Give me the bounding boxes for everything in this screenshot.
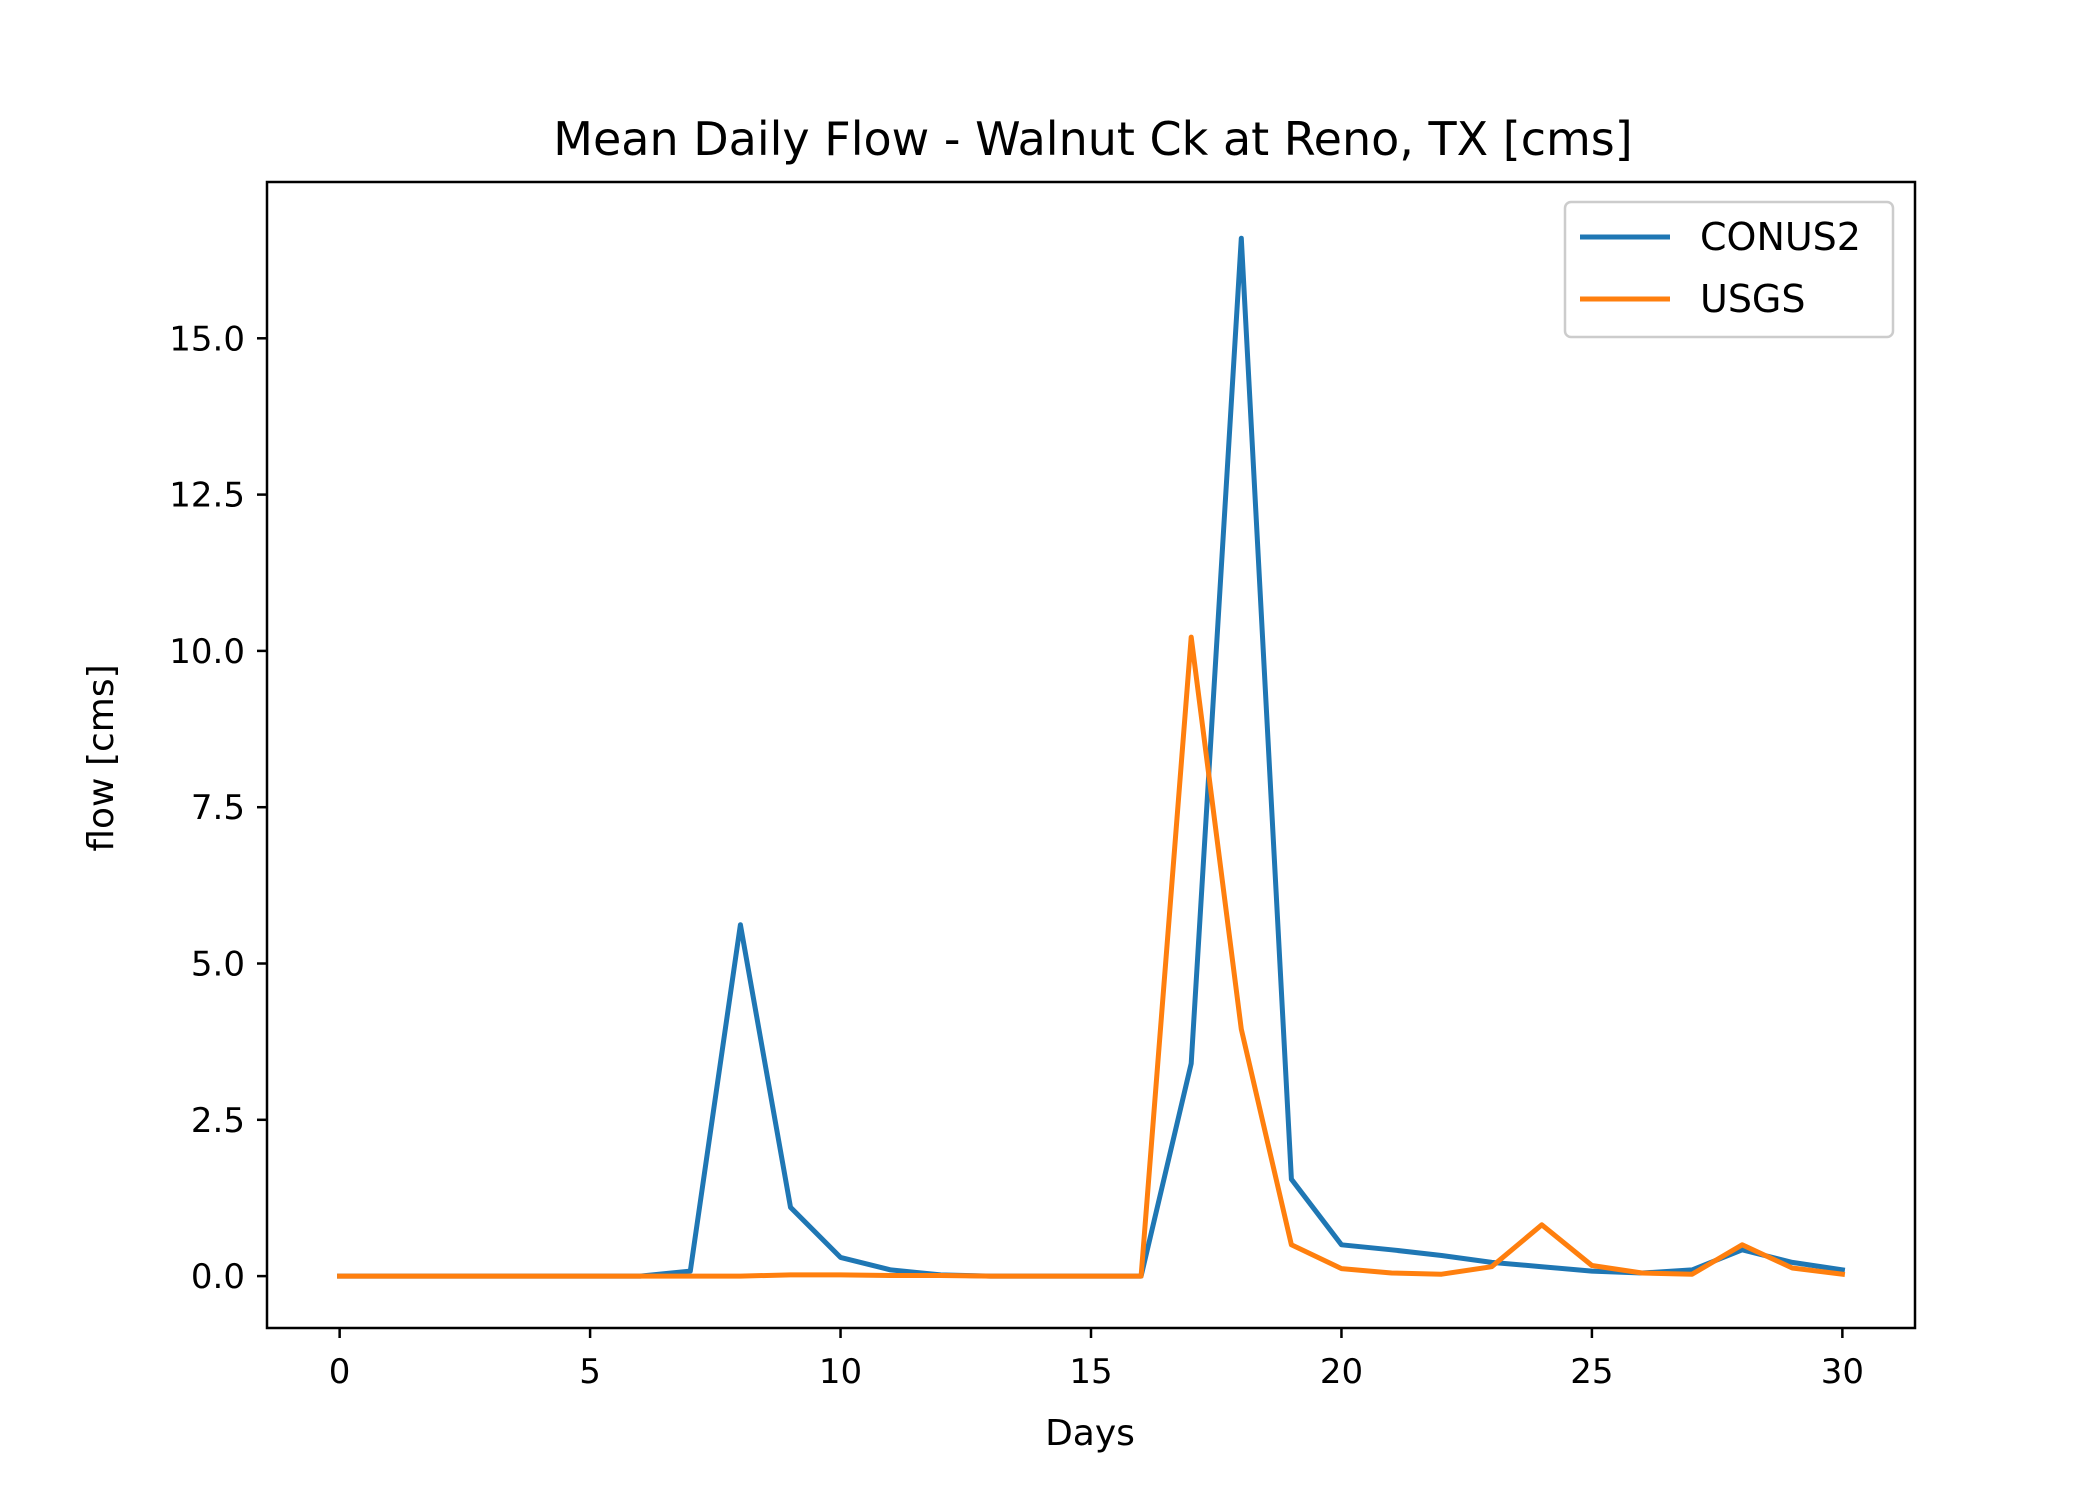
x-tick-label: 30: [1821, 1352, 1864, 1392]
y-axis-label: flow [cms]: [81, 664, 122, 851]
plot-frame: [265, 180, 1917, 1330]
y-tick-label: 7.5: [191, 788, 245, 828]
y-tick-label: 2.5: [191, 1101, 245, 1141]
y-tick-label: 5.0: [191, 945, 245, 985]
chart-title: Mean Daily Flow - Walnut Ck at Reno, TX …: [553, 112, 1632, 166]
series-line-usgs: [337, 634, 1846, 1279]
x-tick-label: 15: [1069, 1352, 1112, 1392]
legend-label-usgs: USGS: [1700, 277, 1806, 321]
x-axis-label: Days: [1045, 1413, 1135, 1454]
series-line-conus2: [337, 235, 1846, 1279]
legend-label-conus2: CONUS2: [1700, 215, 1861, 259]
plot-area: [337, 235, 1846, 1279]
x-tick-label: 20: [1320, 1352, 1363, 1392]
y-tick-label: 12.5: [169, 476, 245, 516]
y-tick-label: 0.0: [191, 1257, 245, 1297]
x-tick-label: 25: [1570, 1352, 1613, 1392]
x-tick-label: 5: [579, 1352, 601, 1392]
x-tick-label: 10: [819, 1352, 862, 1392]
x-tick-label: 0: [329, 1352, 351, 1392]
y-tick-label: 10.0: [169, 632, 245, 672]
legend: CONUS2 USGS: [1563, 200, 1895, 339]
y-tick-label: 15.0: [169, 319, 245, 359]
